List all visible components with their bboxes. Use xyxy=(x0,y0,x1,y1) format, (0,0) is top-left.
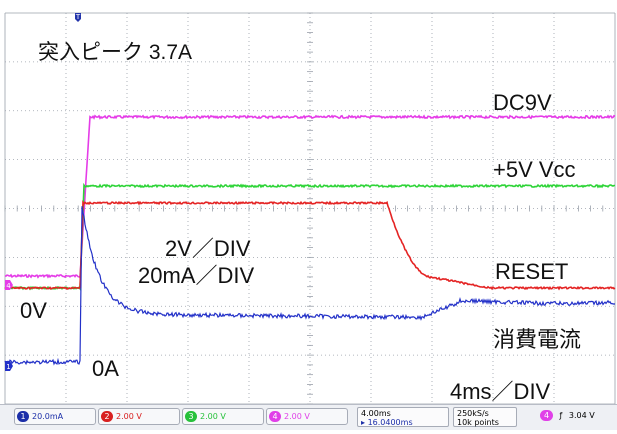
sample-rate-value: 250kS/s xyxy=(457,409,489,418)
trace-reset xyxy=(4,200,616,291)
ch1-ground-marker[interactable]: 1 xyxy=(5,361,13,371)
acquisition-readout[interactable]: 250kS/s 10k points xyxy=(453,407,517,427)
current-consumption-label: 消費電流 xyxy=(493,327,582,352)
voltage-scale-label: 2V／DIV xyxy=(165,236,251,261)
delay-icon: ▸ xyxy=(361,418,366,427)
zero-amp-label: 0A xyxy=(92,356,119,381)
trigger-level-value: 3.04 V xyxy=(568,411,595,420)
timebase-value: 4.00ms xyxy=(361,409,391,418)
delay-readout: ▸ 16.0400ms xyxy=(361,418,445,427)
ch1-badge: 1 xyxy=(17,411,29,422)
trigger-channel-badge: 4 xyxy=(540,410,553,421)
inrush-peak-label: 突入ピーク 3.7A xyxy=(38,41,193,64)
ch3-scale-readout[interactable]: 3 2.00 V xyxy=(182,408,264,425)
current-scale-label: 20mA／DIV xyxy=(138,263,255,288)
ch1-ground-marker-label: 1 xyxy=(6,363,10,371)
ch4-scale-readout[interactable]: 4 2.00 V xyxy=(266,408,348,425)
vcc-label: +5V Vcc xyxy=(493,157,576,182)
ch4-scale-value: 2.00 V xyxy=(284,412,310,421)
ch4-badge: 4 xyxy=(269,411,281,422)
ch1-scale-readout[interactable]: 1 20.0mA xyxy=(14,408,96,425)
zero-volt-label: 0V xyxy=(20,298,47,323)
reset-label: RESET xyxy=(495,259,569,284)
ch1-scale-value: 20.0mA xyxy=(32,412,64,421)
ch2-scale-readout[interactable]: 2 2.00 V xyxy=(98,408,180,425)
dc9v-label: DC9V xyxy=(493,90,552,115)
delay-value: 16.0400ms xyxy=(367,418,413,427)
trace-dc9v xyxy=(4,114,616,279)
ch2-scale-value: 2.00 V xyxy=(116,412,142,421)
ch3-badge: 3 xyxy=(185,411,197,422)
trigger-slope-icon: ƒ xyxy=(559,411,563,420)
ch3-scale-value: 2.00 V xyxy=(200,412,226,421)
status-bar: 1 20.0mA 2 2.00 V 3 2.00 V 4 2.00 V 4.00ms ▸… xyxy=(0,404,617,430)
ch4-ground-marker-label: 4 xyxy=(6,282,11,290)
ch4-ground-marker[interactable]: 4 xyxy=(5,280,13,290)
trace-vcc xyxy=(4,182,615,291)
trace-current xyxy=(4,206,616,366)
trigger-position-marker[interactable]: T xyxy=(75,13,81,22)
timebase-readout[interactable]: 4.00ms ▸ 16.0400ms xyxy=(357,407,449,427)
trigger-marker-label: T xyxy=(75,13,81,21)
record-length-value: 10k points xyxy=(457,418,499,427)
ch2-badge: 2 xyxy=(101,411,113,422)
timebase-label: 4ms／DIV xyxy=(450,379,551,404)
trigger-readout[interactable]: 4 ƒ 3.04 V xyxy=(540,409,614,423)
